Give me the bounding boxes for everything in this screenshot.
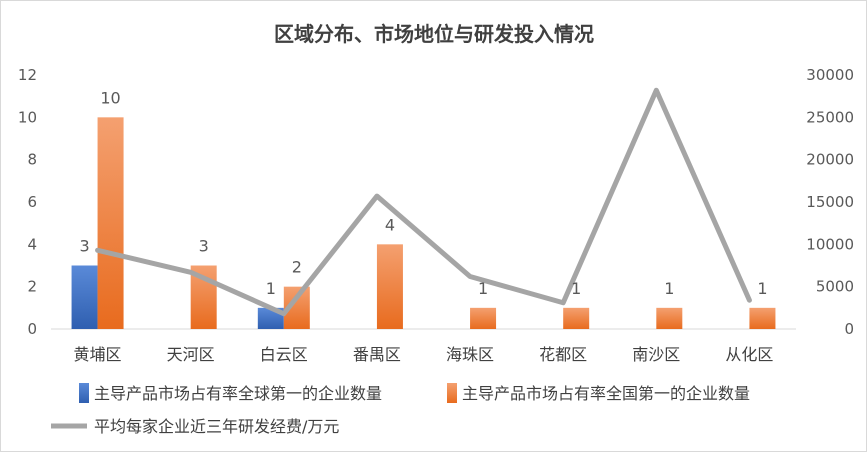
y-axis-tick-label: 4: [27, 235, 37, 253]
series-line: [95, 87, 752, 317]
legend-swatch: [79, 383, 89, 403]
x-axis-tick-label: 南沙区: [632, 345, 680, 364]
data-label: 1: [757, 279, 767, 298]
legend-swatch: [447, 383, 457, 403]
x-axis-tick-label: 白云区: [260, 345, 308, 364]
bar: [376, 244, 403, 329]
y2-axis-tick-label: 0: [844, 320, 854, 338]
bar: [97, 117, 124, 329]
y2-axis-tick-label: 25000: [806, 108, 854, 126]
legend-label: 主导产品市场占有率全球第一的企业数量: [94, 384, 382, 403]
y2-axis-tick-label: 20000: [806, 151, 854, 169]
x-axis-tick-label: 海珠区: [446, 345, 494, 364]
data-label: 1: [571, 279, 581, 298]
y2-axis-tick-label: 15000: [806, 193, 854, 211]
bar: [71, 265, 98, 329]
data-label: 4: [385, 215, 395, 234]
data-label: 3: [79, 237, 89, 256]
y-axis-tick-label: 2: [27, 278, 37, 296]
data-label: 2: [292, 258, 302, 277]
bar: [563, 307, 590, 329]
y-axis-tick-label: 0: [27, 320, 37, 338]
bar: [656, 307, 683, 329]
data-label: 1: [266, 279, 276, 298]
x-axis-tick-label: 从化区: [725, 345, 773, 364]
chart-title: 区域分布、市场地位与研发投入情况: [274, 22, 594, 46]
data-label: 1: [664, 279, 674, 298]
y-axis-tick-label: 12: [18, 66, 37, 84]
x-axis-tick-label: 花都区: [539, 345, 587, 364]
bar: [470, 307, 497, 329]
y-axis-tick-label: 6: [27, 193, 37, 211]
x-axis-tick-label: 番禺区: [353, 345, 401, 364]
y2-axis-tick-label: 30000: [806, 66, 854, 84]
x-axis-tick-label: 黄埔区: [74, 345, 122, 364]
data-label: 1: [478, 279, 488, 298]
y-axis-tick-label: 10: [18, 108, 37, 126]
legend-label: 平均每家企业近三年研发经费/万元: [94, 417, 339, 436]
data-label: 10: [100, 88, 120, 107]
y2-axis-tick-label: 10000: [806, 235, 854, 253]
data-label: 3: [199, 237, 209, 256]
x-axis-tick-label: 天河区: [167, 345, 215, 364]
legend-label: 主导产品市场占有率全国第一的企业数量: [462, 384, 750, 403]
bar: [749, 307, 776, 329]
y2-axis-tick-label: 5000: [816, 278, 854, 296]
y-axis-tick-label: 8: [27, 151, 37, 169]
